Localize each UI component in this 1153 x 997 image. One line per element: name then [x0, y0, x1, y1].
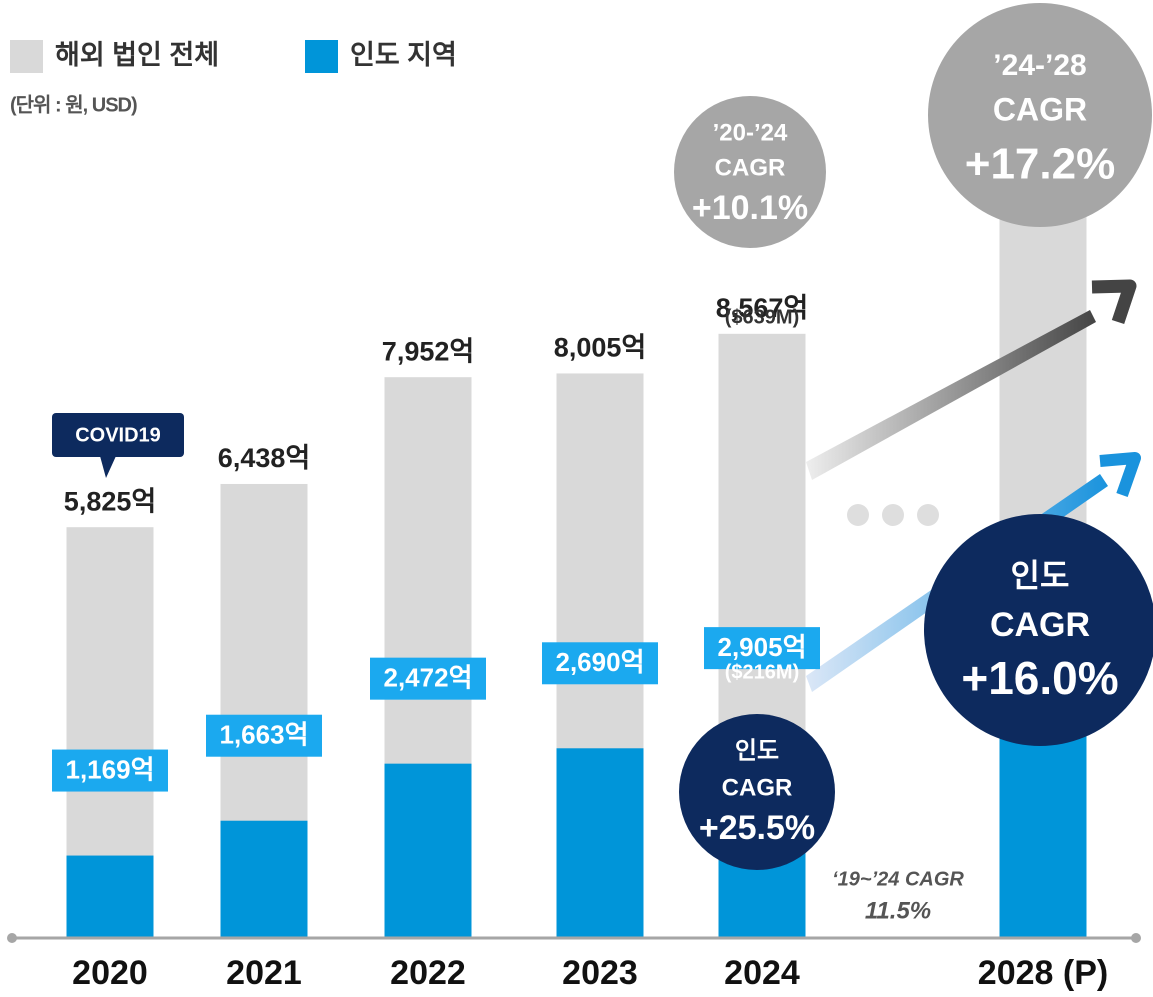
value-label: 2,690억	[556, 647, 645, 677]
value-label: 8,005억	[554, 333, 646, 363]
cagr-circle	[928, 3, 1152, 227]
legend-label: 해외 법인 전체	[55, 40, 219, 70]
cagr-note: 11.5%	[865, 897, 931, 924]
cagr-text: ’24-’28	[993, 49, 1086, 82]
cagr-circle	[679, 714, 835, 870]
value-label-box	[370, 657, 486, 700]
value-label: 8,567억	[716, 293, 808, 323]
unit-note: (단위 : 원, USD)	[10, 93, 137, 116]
value-label-box	[542, 642, 658, 685]
value-label-box	[704, 627, 820, 670]
bar	[556, 748, 644, 938]
ellipsis-dot	[847, 504, 869, 526]
value-label-box	[206, 714, 322, 757]
cagr-text: CAGR	[990, 606, 1090, 644]
cagr-text: +16.0%	[961, 652, 1118, 704]
legend-swatch	[305, 40, 338, 73]
bar	[66, 855, 154, 938]
bar	[384, 763, 472, 938]
legend-label: 인도 지역	[350, 40, 457, 70]
trend-arrow	[806, 310, 1096, 480]
callout-tail	[100, 456, 116, 478]
cagr-text: CAGR	[722, 774, 793, 801]
arrow-head	[1091, 279, 1137, 325]
ellipsis-dot	[882, 504, 904, 526]
value-label: 2,905억	[718, 632, 807, 662]
x-tick-label: 2020	[72, 954, 148, 992]
value-label: 2,472억	[384, 663, 473, 693]
x-tick-label: 2022	[390, 954, 466, 992]
cagr-text: ’20-’24	[713, 119, 788, 146]
x-tick-label: 2023	[562, 954, 638, 992]
cagr-circle	[924, 514, 1153, 746]
value-label-box	[52, 749, 168, 792]
value-label: 6,438억	[218, 443, 310, 473]
cagr-text: CAGR	[993, 91, 1087, 127]
x-tick-label: 2024	[724, 954, 800, 992]
cagr-text: CAGR	[715, 154, 786, 181]
callout-box	[52, 413, 184, 457]
value-label: 5,825억	[64, 486, 156, 516]
cagr-note: ‘19~’24 CAGR	[832, 868, 964, 890]
baseline-end	[1131, 933, 1141, 943]
ellipsis-dot	[917, 504, 939, 526]
cagr-text: +17.2%	[965, 140, 1115, 189]
baseline-end	[7, 933, 17, 943]
x-tick-label: 2028 (P)	[978, 954, 1108, 992]
cagr-text: 인도	[735, 737, 779, 764]
bar	[220, 820, 308, 938]
cagr-text: +10.1%	[692, 189, 808, 227]
legend-swatch	[10, 40, 43, 73]
usd-note: ($639M)	[725, 306, 799, 328]
cagr-text: +25.5%	[699, 809, 815, 847]
arrow-head	[1099, 452, 1141, 497]
cagr-circle	[674, 96, 826, 248]
cagr-text: 인도	[1011, 557, 1070, 593]
x-tick-label: 2021	[226, 954, 302, 992]
value-label: 1,663억	[220, 720, 309, 750]
callout-text: COVID19	[75, 424, 161, 446]
usd-note: ($216M)	[725, 661, 799, 683]
value-label: 7,952억	[382, 336, 474, 366]
value-label: 1,169억	[66, 754, 155, 784]
